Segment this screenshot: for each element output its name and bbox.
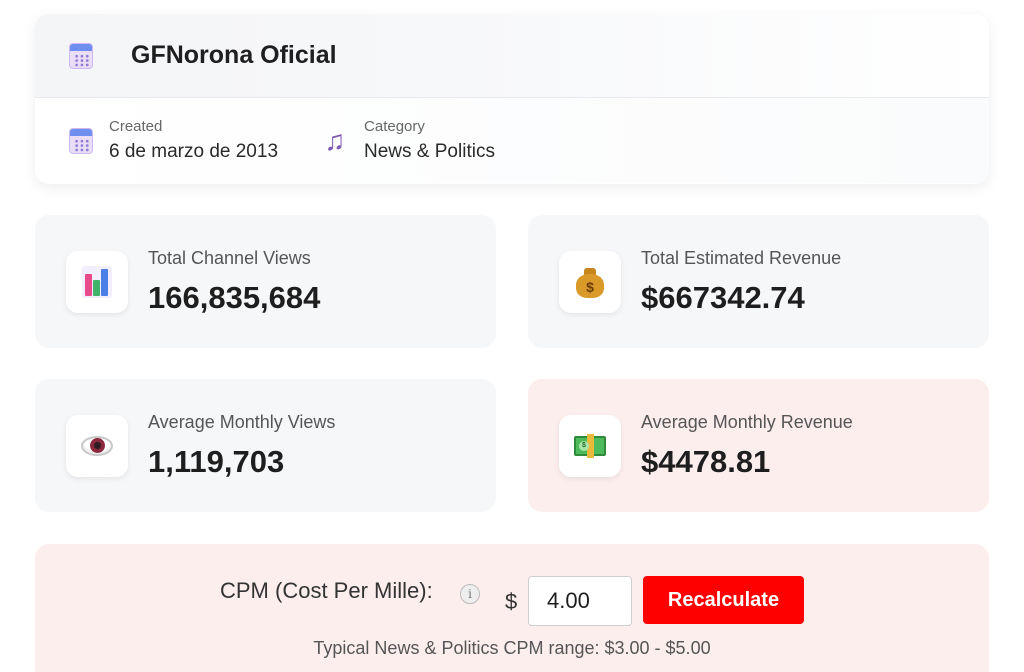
created-value: 6 de marzo de 2013 xyxy=(109,140,279,162)
channel-meta: Created 6 de marzo de 2013 ♫ Category Ne… xyxy=(35,98,989,183)
stat-label: Total Channel Views xyxy=(148,247,311,268)
cpm-range-note: Typical News & Politics CPM range: $3.00… xyxy=(313,638,711,658)
channel-header-top: GFNorona Oficial xyxy=(35,14,989,98)
stat-card-total-revenue: $ Total Estimated Revenue $667342.74 xyxy=(528,215,989,348)
calendar-icon xyxy=(69,42,93,69)
currency-symbol: $ xyxy=(505,589,518,614)
created-label: Created xyxy=(109,117,163,135)
stat-value: $667342.74 xyxy=(641,279,805,315)
stat-label: Average Monthly Views xyxy=(148,411,336,432)
category-meta: ♫ Category News & Politics xyxy=(322,117,495,165)
cash-icon: $ xyxy=(574,433,606,458)
channel-header-card: GFNorona Oficial Created 6 de marzo de 2… xyxy=(35,14,989,184)
channel-title: GFNorona Oficial xyxy=(131,41,337,69)
cpm-panel: CPM (Cost Per Mille): i $ Recalculate Ty… xyxy=(35,544,989,672)
stat-icon-box xyxy=(66,414,128,477)
cpm-input[interactable] xyxy=(528,576,632,626)
stat-icon-box: $ xyxy=(559,250,621,313)
stat-icon-box xyxy=(66,250,128,313)
music-note-icon: ♫ xyxy=(324,124,346,156)
eye-icon xyxy=(81,435,113,456)
bar-chart-icon xyxy=(82,265,112,298)
money-bag-icon: $ xyxy=(575,266,605,298)
category-value: News & Politics xyxy=(364,140,495,162)
stat-value: 166,835,684 xyxy=(148,279,321,315)
info-icon[interactable]: i xyxy=(460,584,480,604)
created-meta: Created 6 de marzo de 2013 xyxy=(69,117,278,165)
stat-label: Average Monthly Revenue xyxy=(641,411,853,432)
category-label: Category xyxy=(364,117,425,135)
stat-card-monthly-revenue: $ Average Monthly Revenue $4478.81 xyxy=(528,379,989,512)
stat-card-monthly-views: Average Monthly Views 1,119,703 xyxy=(35,379,496,512)
recalculate-button[interactable]: Recalculate xyxy=(643,576,804,624)
calendar-icon xyxy=(69,127,93,154)
cpm-label: CPM (Cost Per Mille): xyxy=(220,578,433,603)
stat-value: $4478.81 xyxy=(641,443,771,479)
stat-icon-box: $ xyxy=(559,414,621,477)
stat-label: Total Estimated Revenue xyxy=(641,247,842,268)
stat-card-total-views: Total Channel Views 166,835,684 xyxy=(35,215,496,348)
stat-value: 1,119,703 xyxy=(148,443,285,479)
